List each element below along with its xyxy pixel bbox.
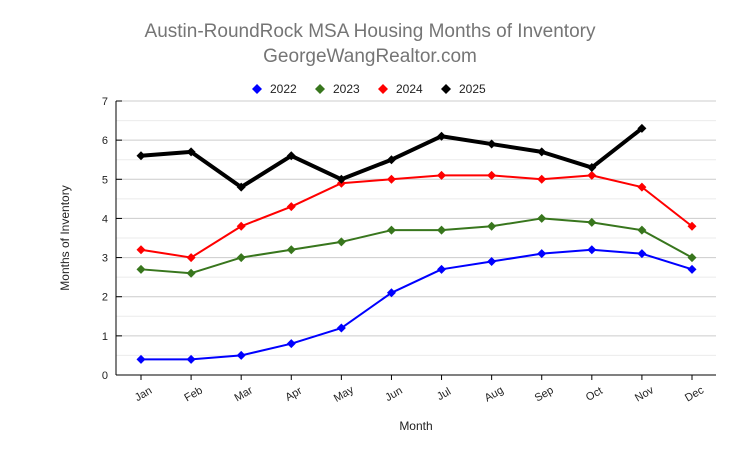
x-axis-label: Month [399,419,432,433]
data-point-2022 [687,264,697,274]
data-point-2025 [537,147,547,157]
x-tick-label: Oct [584,385,605,404]
y-tick-label: 2 [102,292,108,304]
data-point-2023 [386,225,396,235]
data-point-2023 [587,217,597,227]
y-tick-label: 5 [102,174,108,186]
series-line-2024 [140,174,693,259]
data-point-2023 [487,221,497,231]
gridlines [116,100,716,356]
x-tick-label: Dec [683,384,706,404]
x-tick-label: Jun [383,385,404,404]
data-point-2022 [437,264,447,274]
series-line-2022 [141,248,693,361]
data-point-2024 [637,182,647,192]
data-point-2023 [186,268,196,278]
x-tick-label: Aug [483,384,506,404]
data-point-2025 [587,163,597,173]
y-tick-label: 6 [102,135,108,147]
data-point-2025 [437,131,447,141]
x-tick-label: Mar [232,384,255,404]
legend-label-2025: 2025 [459,82,486,96]
data-point-2023 [136,264,146,274]
data-point-2024 [386,174,396,184]
legend-label-2022: 2022 [270,82,297,96]
y-tick-label: 1 [102,331,108,343]
data-point-2025 [186,147,196,157]
data-point-2023 [687,253,697,263]
data-point-2024 [186,253,196,263]
x-tick-label: Jul [435,386,453,403]
data-point-2023 [537,213,547,223]
legend-marker-2024 [378,84,388,94]
data-point-2025 [487,139,497,149]
data-point-2025 [236,182,246,192]
data-point-2022 [587,245,597,255]
x-tick-label: Feb [182,384,204,404]
data-point-2022 [537,249,547,259]
series-line-2023 [140,217,693,275]
data-point-2022 [386,288,396,298]
x-tick-label: May [332,384,356,405]
data-point-2022 [336,323,346,333]
data-point-2023 [437,225,447,235]
data-point-2024 [136,245,146,255]
data-point-2024 [437,170,447,180]
data-point-2025 [286,151,296,161]
legend-marker-2022 [252,84,262,94]
legend-label-2024: 2024 [396,82,423,96]
data-point-2022 [136,354,146,364]
data-point-2023 [286,245,296,255]
data-point-2024 [537,174,547,184]
data-point-2022 [637,249,647,259]
x-tick-label: Sep [533,384,556,404]
y-axis-label: Months of Inventory [58,185,72,290]
chart-title: Austin-RoundRock MSA Housing Months of I… [145,21,596,42]
data-point-2022 [286,339,296,349]
data-point-2025 [336,174,346,184]
legend: 2022 2023 2024 2025 [252,82,486,96]
data-point-2024 [587,170,597,180]
legend-marker-2025 [441,84,451,94]
data-point-2023 [637,225,647,235]
y-tick-label: 3 [102,253,108,265]
x-tick-label: Apr [283,385,304,404]
data-point-2022 [487,256,497,266]
series-group [136,123,697,364]
y-tick-label: 7 [102,96,108,108]
data-point-2024 [236,221,246,231]
data-point-2022 [236,350,246,360]
data-point-2024 [487,170,497,180]
x-tick-label: Nov [633,384,656,404]
data-point-2025 [637,123,647,133]
y-tick-label: 0 [102,370,108,382]
data-point-2024 [687,221,697,231]
data-point-2025 [386,155,396,165]
data-point-2022 [186,354,196,364]
x-tick-label: Jan [133,385,154,404]
chart-subtitle: GeorgeWangRealtor.com [263,46,477,67]
data-point-2024 [286,202,296,212]
data-point-2023 [336,237,346,247]
data-point-2023 [236,253,246,263]
legend-label-2023: 2023 [333,82,360,96]
data-point-2025 [136,151,146,161]
legend-marker-2023 [315,84,325,94]
y-tick-label: 4 [102,213,108,225]
